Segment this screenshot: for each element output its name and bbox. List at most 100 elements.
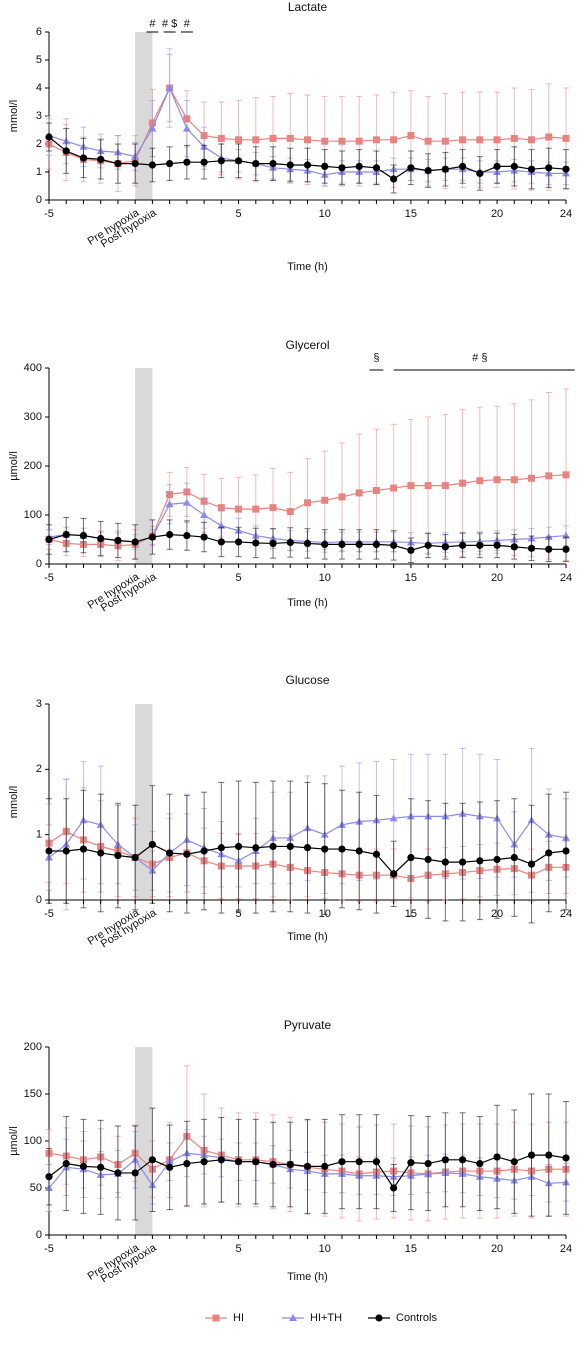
marker: [97, 849, 105, 857]
x-axis-label: Time (h): [287, 1271, 328, 1283]
marker: [407, 546, 415, 554]
marker: [424, 1159, 432, 1168]
marker: [79, 531, 88, 540]
x-tick-label: 15: [405, 208, 417, 220]
marker: [269, 160, 277, 168]
marker: [510, 134, 518, 142]
marker: [97, 534, 105, 543]
marker: [459, 541, 467, 549]
marker: [424, 482, 432, 490]
marker: [476, 1159, 484, 1168]
marker: [338, 1158, 346, 1166]
marker: [269, 842, 277, 851]
marker: [303, 539, 312, 548]
marker: [562, 471, 570, 479]
marker: [62, 1159, 70, 1168]
y-tick-label: 2: [36, 138, 42, 150]
marker: [79, 154, 88, 162]
marker: [407, 482, 415, 490]
marker: [286, 134, 294, 142]
marker: [303, 161, 312, 169]
y-tick-label: 0: [36, 1229, 42, 1241]
marker: [372, 850, 381, 858]
marker: [269, 504, 277, 512]
marker: [372, 136, 380, 144]
marker: [441, 137, 449, 145]
hypoxia-band: [135, 32, 153, 200]
marker: [131, 1169, 139, 1177]
marker: [166, 531, 174, 539]
marker: [217, 157, 225, 165]
y-tick-label: 4: [36, 82, 42, 94]
marker: [372, 1158, 381, 1166]
marker: [459, 858, 467, 866]
marker: [338, 137, 346, 145]
marker: [148, 161, 156, 169]
marker: [252, 160, 260, 168]
x-tick-label: 24: [560, 208, 572, 220]
y-tick-label: 300: [24, 411, 42, 423]
marker: [528, 474, 536, 482]
marker: [200, 158, 208, 166]
marker: [182, 124, 191, 132]
marker: [182, 498, 191, 506]
marker: [355, 1158, 363, 1166]
marker: [476, 857, 484, 865]
legend-label: HI: [233, 1312, 244, 1324]
x-tick-label: 20: [491, 1243, 503, 1255]
y-tick-label: 200: [24, 460, 42, 472]
y-tick-label: 100: [24, 509, 42, 521]
marker: [200, 533, 208, 541]
marker: [527, 544, 536, 552]
marker: [545, 472, 553, 480]
x-tick-label: 5: [236, 572, 242, 584]
marker: [79, 1162, 88, 1170]
marker: [321, 162, 329, 170]
marker: [510, 476, 518, 484]
significance-label: # §: [472, 352, 487, 364]
marker: [45, 1173, 53, 1181]
marker: [375, 1314, 383, 1322]
x-axis-label: Time (h): [287, 931, 328, 943]
marker: [390, 870, 398, 878]
marker: [510, 853, 518, 862]
y-axis-label: mmol/l: [8, 100, 20, 132]
marker: [321, 845, 329, 853]
marker: [304, 136, 311, 144]
hypoxia-band: [135, 368, 153, 564]
marker: [217, 1156, 225, 1164]
marker: [62, 147, 70, 155]
y-tick-label: 3: [36, 698, 42, 710]
marker: [510, 1158, 518, 1166]
marker: [148, 124, 157, 132]
x-tick-label: 5: [236, 908, 242, 920]
significance-label: §: [373, 352, 379, 364]
marker: [562, 134, 570, 142]
marker: [493, 541, 501, 549]
marker: [338, 493, 346, 501]
marker: [269, 539, 277, 548]
marker: [441, 543, 449, 551]
marker: [562, 847, 570, 855]
x-tick-label: 24: [560, 908, 572, 920]
marker: [166, 160, 174, 168]
x-tick-label: 10: [319, 572, 331, 584]
marker: [389, 814, 398, 822]
marker: [114, 1169, 122, 1177]
marker: [476, 477, 484, 485]
x-tick-label: 20: [491, 208, 503, 220]
marker: [355, 162, 363, 170]
marker: [303, 1162, 312, 1170]
marker: [321, 1162, 329, 1170]
x-axis-label: Time (h): [287, 597, 328, 609]
marker: [269, 1160, 277, 1169]
x-tick-label: -5: [44, 208, 54, 220]
marker: [407, 1159, 415, 1167]
marker: [441, 1156, 449, 1164]
marker: [459, 1156, 467, 1164]
chart-title: Pyruvate: [284, 1018, 332, 1032]
marker: [407, 853, 415, 862]
x-tick-label: 5: [236, 1243, 242, 1255]
marker: [390, 136, 398, 144]
